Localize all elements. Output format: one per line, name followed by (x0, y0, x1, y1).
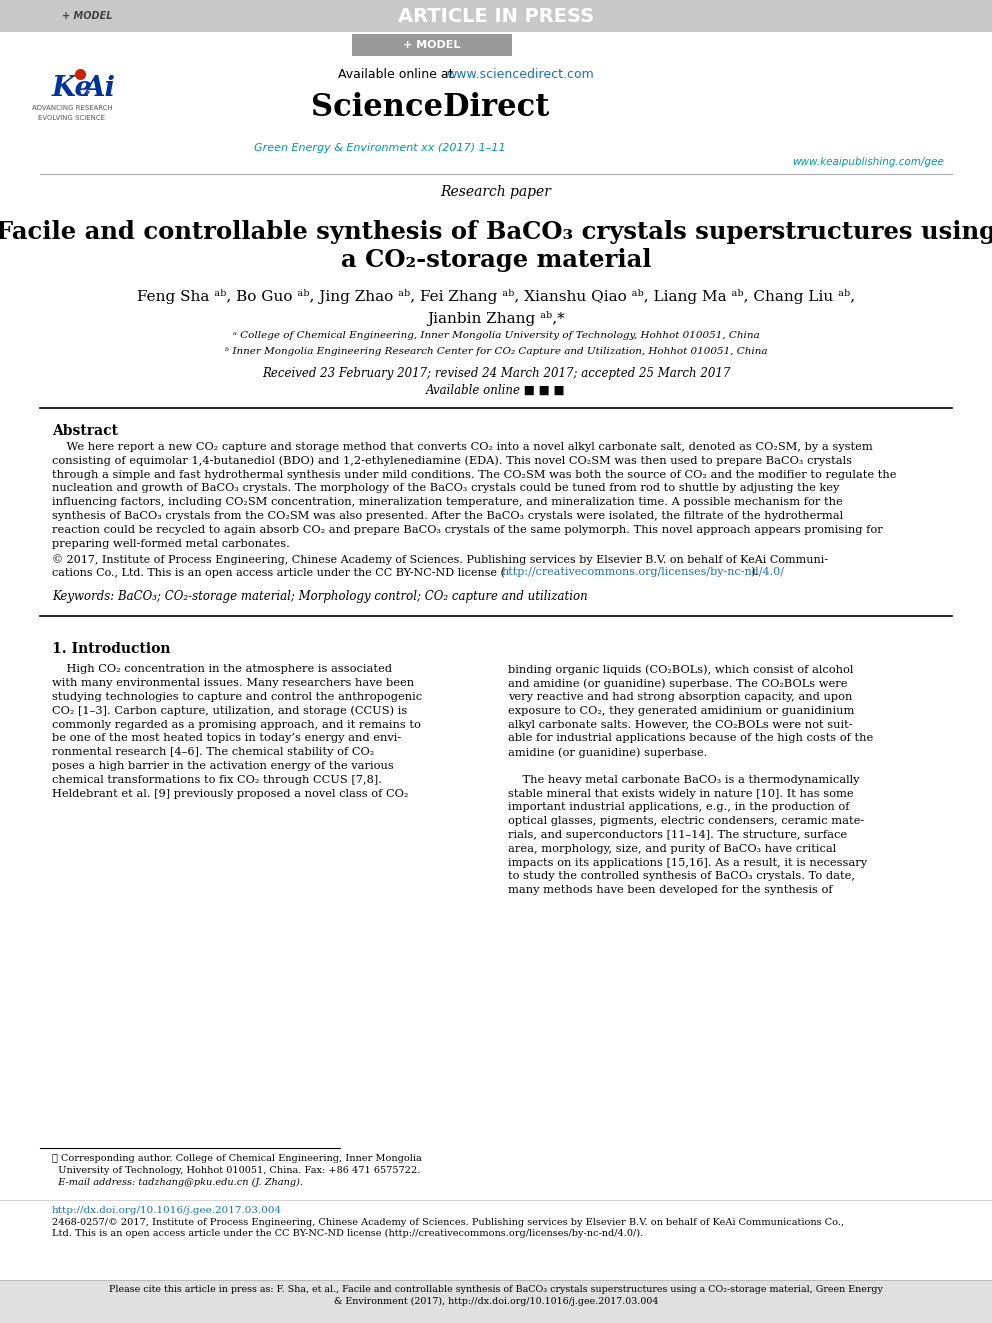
Text: ronmental research [4–6]. The chemical stability of CO₂: ronmental research [4–6]. The chemical s… (52, 747, 374, 757)
Text: with many environmental issues. Many researchers have been: with many environmental issues. Many res… (52, 679, 414, 688)
Text: Green Energy & Environment xx (2017) 1–11: Green Energy & Environment xx (2017) 1–1… (254, 143, 506, 153)
Text: commonly regarded as a promising approach, and it remains to: commonly regarded as a promising approac… (52, 720, 421, 729)
Text: EVOLVING SCIENCE: EVOLVING SCIENCE (39, 115, 105, 120)
Text: Available online ■ ■ ■: Available online ■ ■ ■ (427, 384, 565, 397)
Bar (352, 34, 512, 56)
Text: very reactive and had strong absorption capacity, and upon: very reactive and had strong absorption … (508, 692, 852, 703)
Text: preparing well-formed metal carbonates.: preparing well-formed metal carbonates. (52, 538, 290, 549)
Text: We here report a new CO₂ capture and storage method that converts CO₂ into a nov: We here report a new CO₂ capture and sto… (52, 442, 873, 452)
Text: Please cite this article in press as: F. Sha, et al., Facile and controllable sy: Please cite this article in press as: F.… (109, 1285, 883, 1294)
Text: 1. Introduction: 1. Introduction (52, 643, 171, 656)
Text: Feng Sha ᵃᵇ, Bo Guo ᵃᵇ, Jing Zhao ᵃᵇ, Fei Zhang ᵃᵇ, Xianshu Qiao ᵃᵇ, Liang Ma ᵃᵇ: Feng Sha ᵃᵇ, Bo Guo ᵃᵇ, Jing Zhao ᵃᵇ, Fe… (137, 288, 855, 303)
Text: + MODEL: + MODEL (62, 11, 112, 21)
Text: Ke: Ke (52, 74, 93, 102)
Text: Keywords: BaCO₃; CO₂-storage material; Morphology control; CO₂ capture and utili: Keywords: BaCO₃; CO₂-storage material; M… (52, 590, 587, 603)
Text: ᵇ Inner Mongolia Engineering Research Center for CO₂ Capture and Utilization, Ho: ᵇ Inner Mongolia Engineering Research Ce… (225, 347, 767, 356)
Text: chemical transformations to fix CO₂ through CCUS [7,8].: chemical transformations to fix CO₂ thro… (52, 775, 382, 785)
Text: E-mail address: tadzhang@pku.edu.cn (J. Zhang).: E-mail address: tadzhang@pku.edu.cn (J. … (52, 1177, 303, 1187)
Text: ᵃ College of Chemical Engineering, Inner Mongolia University of Technology, Hohh: ᵃ College of Chemical Engineering, Inner… (233, 332, 759, 340)
Text: synthesis of BaCO₃ crystals from the CO₂SM was also presented. After the BaCO₃ c: synthesis of BaCO₃ crystals from the CO₂… (52, 511, 843, 521)
Text: rials, and superconductors [11–14]. The structure, surface: rials, and superconductors [11–14]. The … (508, 830, 847, 840)
Text: Heldebrant et al. [9] previously proposed a novel class of CO₂: Heldebrant et al. [9] previously propose… (52, 789, 409, 799)
Text: 2468-0257/© 2017, Institute of Process Engineering, Chinese Academy of Sciences.: 2468-0257/© 2017, Institute of Process E… (52, 1218, 844, 1226)
Text: studying technologies to capture and control the anthropogenic: studying technologies to capture and con… (52, 692, 423, 703)
Text: and amidine (or guanidine) superbase. The CO₂BOLs were: and amidine (or guanidine) superbase. Th… (508, 679, 847, 689)
Bar (0, 1279, 992, 1323)
Text: cations Co., Ltd. This is an open access article under the CC BY-NC-ND license (: cations Co., Ltd. This is an open access… (52, 568, 505, 578)
Text: www.keaipublishing.com/gee: www.keaipublishing.com/gee (792, 157, 944, 167)
Text: The heavy metal carbonate BaCO₃ is a thermodynamically: The heavy metal carbonate BaCO₃ is a the… (508, 775, 859, 785)
Text: reaction could be recycled to again absorb CO₂ and prepare BaCO₃ crystals of the: reaction could be recycled to again abso… (52, 525, 883, 534)
Text: through a simple and fast hydrothermal synthesis under mild conditions. The CO₂S: through a simple and fast hydrothermal s… (52, 470, 897, 480)
Text: exposure to CO₂, they generated amidinium or guanidinium: exposure to CO₂, they generated amidiniu… (508, 705, 854, 716)
Text: Ltd. This is an open access article under the CC BY-NC-ND license (http://creati: Ltd. This is an open access article unde… (52, 1229, 643, 1238)
Text: ScienceDirect: ScienceDirect (310, 93, 550, 123)
Text: ).: ). (750, 568, 758, 578)
Text: Jianbin Zhang ᵃᵇ,*: Jianbin Zhang ᵃᵇ,* (428, 311, 564, 325)
Bar (0, 0, 992, 32)
Text: alkyl carbonate salts. However, the CO₂BOLs were not suit-: alkyl carbonate salts. However, the CO₂B… (508, 720, 853, 729)
Text: able for industrial applications because of the high costs of the: able for industrial applications because… (508, 733, 873, 744)
Text: ADVANCING RESEARCH: ADVANCING RESEARCH (32, 105, 112, 111)
Text: Facile and controllable synthesis of BaCO₃ crystals superstructures using: Facile and controllable synthesis of BaC… (0, 220, 992, 243)
Text: binding organic liquids (CO₂BOLs), which consist of alcohol: binding organic liquids (CO₂BOLs), which… (508, 664, 853, 675)
Text: High CO₂ concentration in the atmosphere is associated: High CO₂ concentration in the atmosphere… (52, 664, 392, 675)
Text: + MODEL: + MODEL (404, 40, 460, 50)
Text: many methods have been developed for the synthesis of: many methods have been developed for the… (508, 885, 832, 896)
Text: be one of the most heated topics in today’s energy and envi-: be one of the most heated topics in toda… (52, 733, 401, 744)
Text: Ai: Ai (83, 74, 115, 102)
Text: ARTICLE IN PRESS: ARTICLE IN PRESS (398, 7, 594, 25)
Text: consisting of equimolar 1,4-butanediol (BDO) and 1,2-ethylenediamine (EDA). This: consisting of equimolar 1,4-butanediol (… (52, 456, 852, 467)
Text: http://creativecommons.org/licenses/by-nc-nd/4.0/: http://creativecommons.org/licenses/by-n… (502, 568, 785, 577)
Text: Research paper: Research paper (440, 185, 552, 198)
Text: stable mineral that exists widely in nature [10]. It has some: stable mineral that exists widely in nat… (508, 789, 854, 799)
Text: area, morphology, size, and purity of BaCO₃ have critical: area, morphology, size, and purity of Ba… (508, 844, 836, 853)
Text: important industrial applications, e.g., in the production of: important industrial applications, e.g.,… (508, 803, 849, 812)
Text: poses a high barrier in the activation energy of the various: poses a high barrier in the activation e… (52, 761, 394, 771)
Text: University of Technology, Hohhot 010051, China. Fax: +86 471 6575722.: University of Technology, Hohhot 010051,… (52, 1166, 421, 1175)
Text: www.sciencedirect.com: www.sciencedirect.com (446, 67, 594, 81)
Text: Abstract: Abstract (52, 423, 118, 438)
Text: amidine (or guanidine) superbase.: amidine (or guanidine) superbase. (508, 747, 707, 758)
Text: to study the controlled synthesis of BaCO₃ crystals. To date,: to study the controlled synthesis of BaC… (508, 872, 855, 881)
Text: ★ Corresponding author. College of Chemical Engineering, Inner Mongolia: ★ Corresponding author. College of Chemi… (52, 1154, 422, 1163)
Text: Available online at: Available online at (338, 67, 457, 81)
Text: & Environment (2017), http://dx.doi.org/10.1016/j.gee.2017.03.004: & Environment (2017), http://dx.doi.org/… (334, 1297, 658, 1306)
Text: optical glasses, pigments, electric condensers, ceramic mate-: optical glasses, pigments, electric cond… (508, 816, 864, 826)
Text: a CO₂-storage material: a CO₂-storage material (340, 247, 652, 273)
Text: Received 23 February 2017; revised 24 March 2017; accepted 25 March 2017: Received 23 February 2017; revised 24 Ma… (262, 368, 730, 381)
Text: nucleation and growth of BaCO₃ crystals. The morphology of the BaCO₃ crystals co: nucleation and growth of BaCO₃ crystals.… (52, 483, 839, 493)
Text: influencing factors, including CO₂SM concentration, mineralization temperature, : influencing factors, including CO₂SM con… (52, 497, 843, 507)
Text: http://dx.doi.org/10.1016/j.gee.2017.03.004: http://dx.doi.org/10.1016/j.gee.2017.03.… (52, 1207, 282, 1215)
Text: © 2017, Institute of Process Engineering, Chinese Academy of Sciences. Publishin: © 2017, Institute of Process Engineering… (52, 554, 828, 565)
Text: CO₂ [1–3]. Carbon capture, utilization, and storage (CCUS) is: CO₂ [1–3]. Carbon capture, utilization, … (52, 705, 408, 716)
Text: impacts on its applications [15,16]. As a result, it is necessary: impacts on its applications [15,16]. As … (508, 857, 867, 868)
